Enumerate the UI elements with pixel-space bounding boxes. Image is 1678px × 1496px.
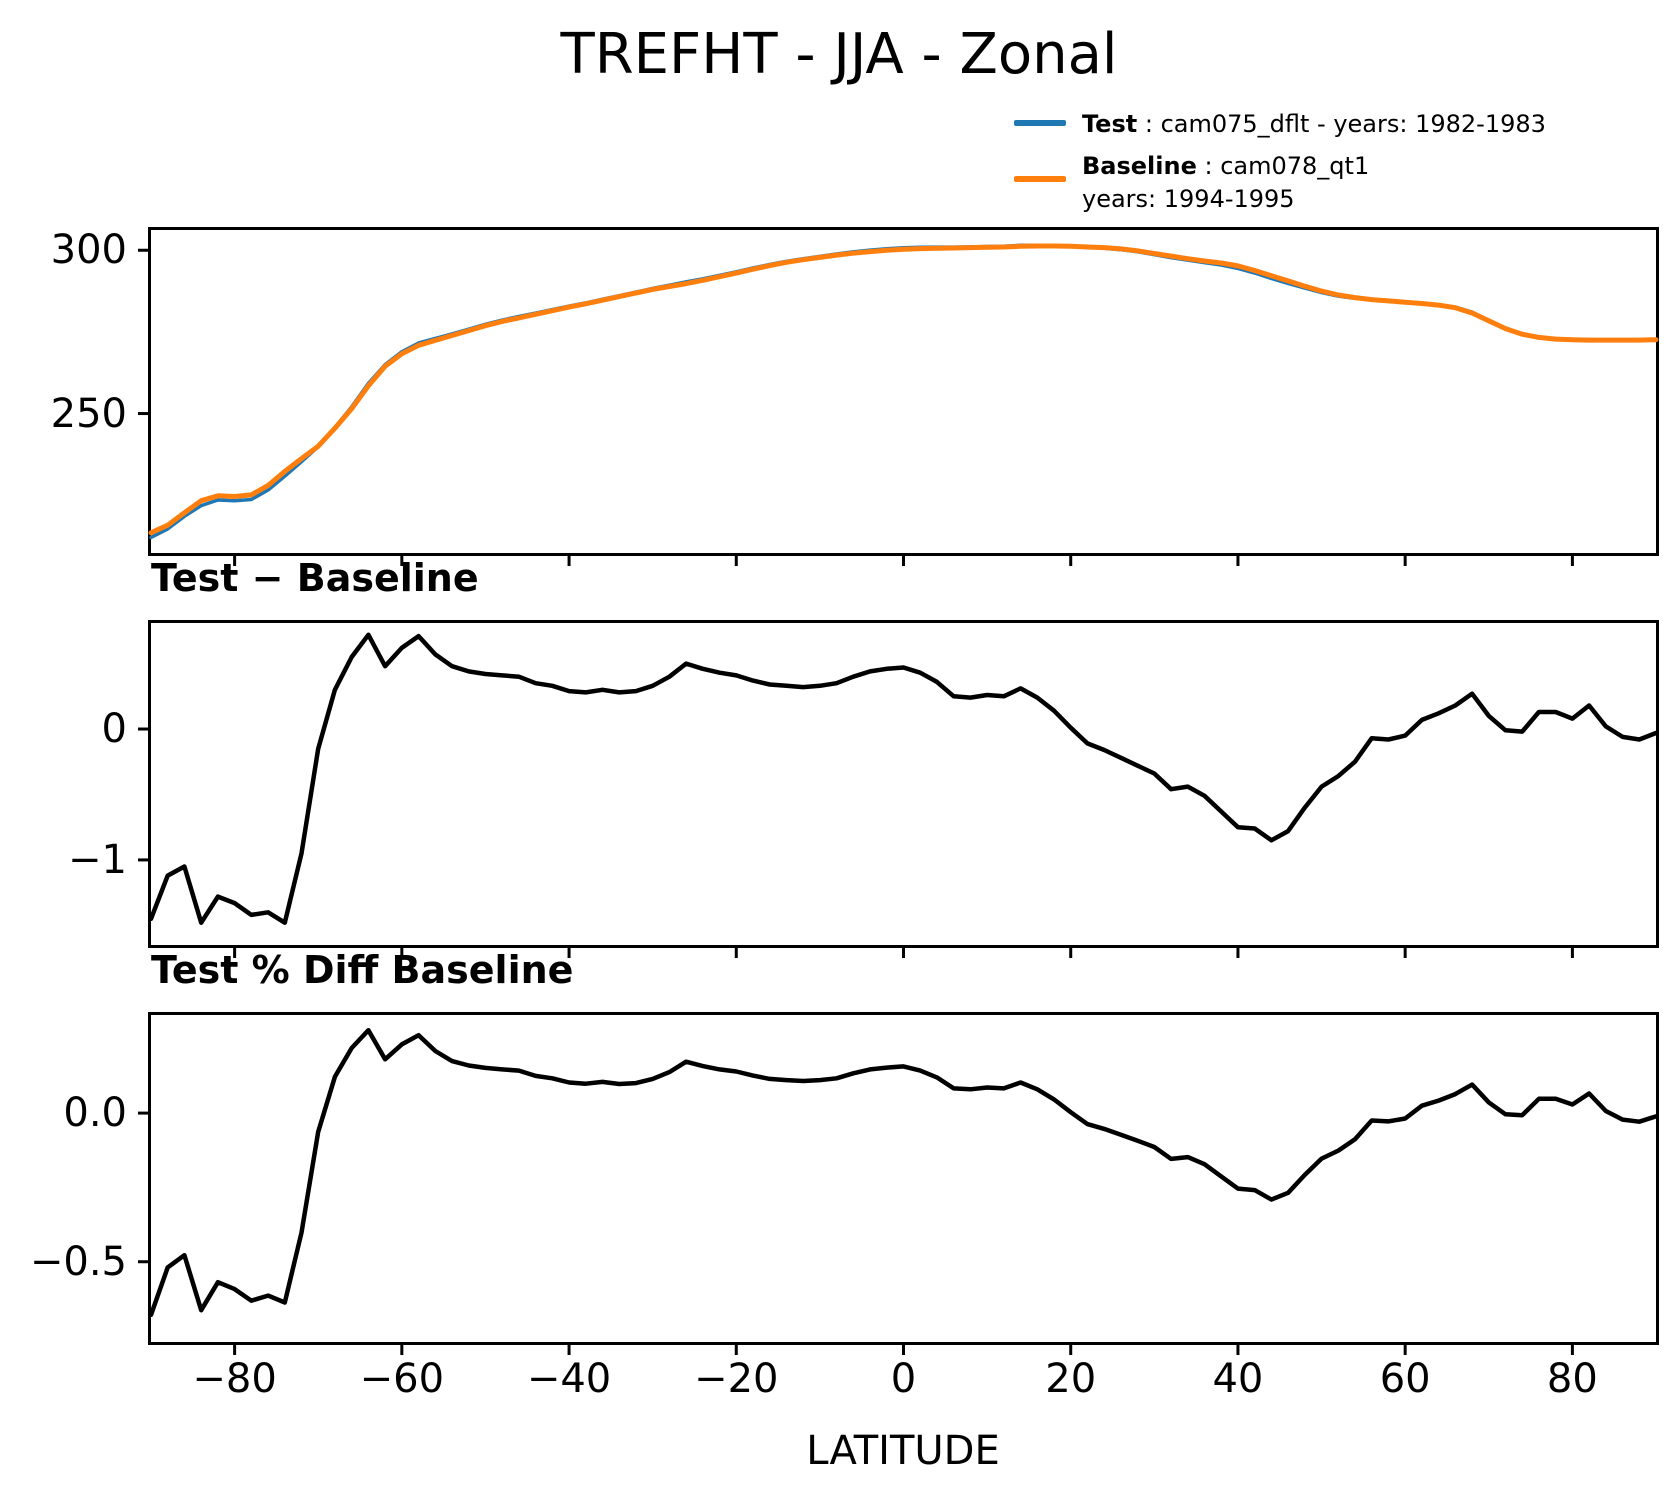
legend-entry-baseline-text: Baseline : cam078_qt1 years: 1994-1995 — [1082, 150, 1369, 215]
chart-panel-main — [138, 227, 1659, 566]
pct-diff-chart-plot — [138, 1027, 1659, 1355]
y-tick-label: 300 — [50, 227, 127, 274]
y-tick-label: −0.5 — [29, 1238, 127, 1285]
y-tick-label: 0 — [101, 706, 127, 753]
legend-entry-test: Test : cam075_dflt - years: 1982-1983 — [1014, 108, 1546, 140]
y-tick-label: 0.0 — [63, 1090, 127, 1137]
legend-baseline-years: years: 1994-1995 — [1082, 184, 1295, 213]
x-tick-label: 80 — [1546, 1356, 1598, 1402]
legend-test-sep: : — [1137, 110, 1161, 138]
legend-baseline-label: Baseline — [1082, 152, 1197, 181]
figure-title: TREFHT - JJA - Zonal — [560, 22, 1118, 87]
test-line-swatch — [1014, 120, 1066, 126]
legend-entry-baseline: Baseline : cam078_qt1 years: 1994-1995 — [1014, 150, 1546, 215]
pct-diff-panel-title: Test % Diff Baseline — [151, 948, 574, 992]
series-line-test — [148, 632, 1659, 925]
legend-baseline-desc: cam078_qt1 — [1220, 152, 1370, 181]
x-tick-label: −40 — [526, 1356, 612, 1402]
series-line-baseline — [148, 243, 1659, 536]
y-tick-label: 250 — [50, 390, 127, 437]
chart-panel-diff — [138, 620, 1659, 958]
legend-baseline-sep: : — [1196, 152, 1221, 181]
x-axis-title: LATITUDE — [806, 1428, 1000, 1474]
x-tick-label: 40 — [1212, 1356, 1264, 1402]
legend: Test : cam075_dflt - years: 1982-1983 Ba… — [1014, 108, 1546, 225]
y-tick-label: −1 — [68, 836, 127, 883]
x-tick-label: 20 — [1045, 1356, 1097, 1402]
x-tick-label: −80 — [192, 1356, 277, 1402]
x-tick-label: 0 — [890, 1356, 917, 1402]
diff-panel-title: Test − Baseline — [151, 556, 479, 600]
x-tick-label: 60 — [1379, 1356, 1431, 1402]
chart-panel-pct-diff — [138, 1012, 1659, 1355]
series-line-test — [149, 243, 1658, 540]
series-line-test — [148, 1027, 1659, 1318]
diff-chart-plot — [138, 632, 1659, 958]
x-tick-label: −60 — [359, 1356, 445, 1402]
legend-entry-test-text: Test : cam075_dflt - years: 1982-1983 — [1082, 108, 1546, 140]
x-tick-label: −20 — [694, 1356, 779, 1402]
legend-test-label: Test — [1082, 110, 1138, 138]
baseline-line-swatch — [1014, 176, 1066, 183]
main-chart-plot — [138, 243, 1659, 566]
legend-test-desc: cam075_dflt - years: 1982-1983 — [1160, 110, 1546, 138]
